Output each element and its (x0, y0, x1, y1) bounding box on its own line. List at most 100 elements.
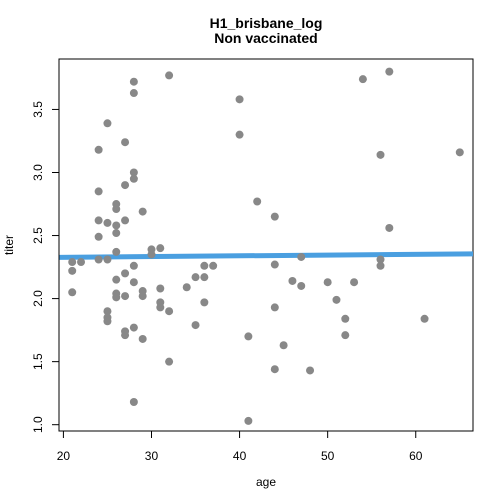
data-point (121, 269, 130, 278)
fit-line-layer (58, 251, 474, 260)
data-point (94, 216, 103, 225)
data-point (112, 247, 121, 256)
data-point (297, 281, 306, 290)
data-point (341, 314, 350, 323)
data-point (94, 145, 103, 154)
data-point (376, 261, 385, 270)
data-point (165, 357, 174, 366)
data-point (323, 278, 332, 287)
data-point (138, 292, 147, 301)
data-point (209, 261, 218, 270)
data-point (270, 260, 279, 269)
data-point (103, 218, 112, 227)
data-point (182, 283, 191, 292)
data-point (156, 284, 165, 293)
data-point (376, 255, 385, 264)
x-axis: 20 30 40 50 60 (57, 430, 423, 463)
data-point (191, 321, 200, 330)
data-point (235, 95, 244, 104)
data-point (420, 314, 429, 323)
chart-title: H1_brisbane_log (210, 15, 323, 31)
data-point (77, 258, 86, 267)
data-point (112, 229, 121, 238)
data-point (94, 187, 103, 196)
data-point (112, 293, 121, 302)
y-tick-label: 2.0 (31, 290, 45, 307)
data-point (385, 223, 394, 232)
data-point (376, 150, 385, 159)
chart-subtitle: Non vaccinated (214, 30, 317, 46)
data-point (129, 89, 138, 98)
data-point (235, 130, 244, 139)
data-point (270, 303, 279, 312)
data-point (200, 273, 209, 282)
data-point (103, 119, 112, 128)
data-point (129, 278, 138, 287)
data-point (200, 261, 209, 270)
data-point (191, 273, 200, 282)
data-point (341, 331, 350, 340)
data-point (455, 148, 464, 157)
data-point (129, 397, 138, 406)
y-tick-label: 2.5 (31, 227, 45, 244)
data-point (244, 332, 253, 341)
data-point (121, 292, 130, 301)
data-point (121, 216, 130, 225)
data-point (200, 298, 209, 307)
data-point (244, 416, 253, 425)
data-point (297, 252, 306, 261)
data-point (306, 366, 315, 375)
y-axis: 1.0 1.5 2.0 2.5 3.0 3.5 (31, 101, 60, 433)
data-point (68, 288, 77, 297)
data-point (129, 168, 138, 177)
data-point (270, 365, 279, 374)
regression-line (58, 251, 474, 260)
x-tick-label: 50 (321, 449, 335, 463)
data-point (103, 317, 112, 326)
data-point (94, 255, 103, 264)
data-point (138, 207, 147, 216)
data-point (121, 331, 130, 340)
data-point (129, 174, 138, 183)
data-point (279, 341, 288, 350)
data-point (270, 212, 279, 221)
data-point (253, 197, 262, 206)
data-point (103, 255, 112, 264)
y-tick-label: 3.0 (31, 164, 45, 181)
data-point (112, 221, 121, 230)
x-tick-label: 30 (145, 449, 159, 463)
data-point (129, 261, 138, 270)
data-point (156, 303, 165, 312)
data-point (385, 67, 394, 76)
plot-frame (58, 58, 474, 432)
data-point (358, 75, 367, 84)
x-tick-label: 20 (57, 449, 71, 463)
data-point (68, 266, 77, 275)
y-tick-label: 3.5 (31, 101, 45, 118)
data-point (332, 295, 341, 304)
data-point (138, 334, 147, 343)
data-point (112, 275, 121, 284)
data-point (156, 244, 165, 253)
data-point (68, 258, 77, 267)
data-point (121, 181, 130, 190)
data-point (129, 77, 138, 86)
data-point (103, 307, 112, 316)
y-axis-label: titer (2, 235, 16, 255)
x-tick-label: 40 (233, 449, 247, 463)
data-point (129, 323, 138, 332)
x-tick-label: 60 (409, 449, 423, 463)
data-point (147, 250, 156, 259)
y-tick-label: 1.5 (31, 353, 45, 370)
y-tick-label: 1.0 (31, 416, 45, 433)
data-point (350, 278, 359, 287)
data-point (165, 307, 174, 316)
data-point (165, 71, 174, 80)
data-point (288, 276, 297, 285)
data-point (121, 138, 130, 147)
points-layer (68, 67, 464, 425)
data-point (112, 205, 121, 214)
x-axis-label: age (256, 475, 276, 489)
data-point (94, 232, 103, 241)
